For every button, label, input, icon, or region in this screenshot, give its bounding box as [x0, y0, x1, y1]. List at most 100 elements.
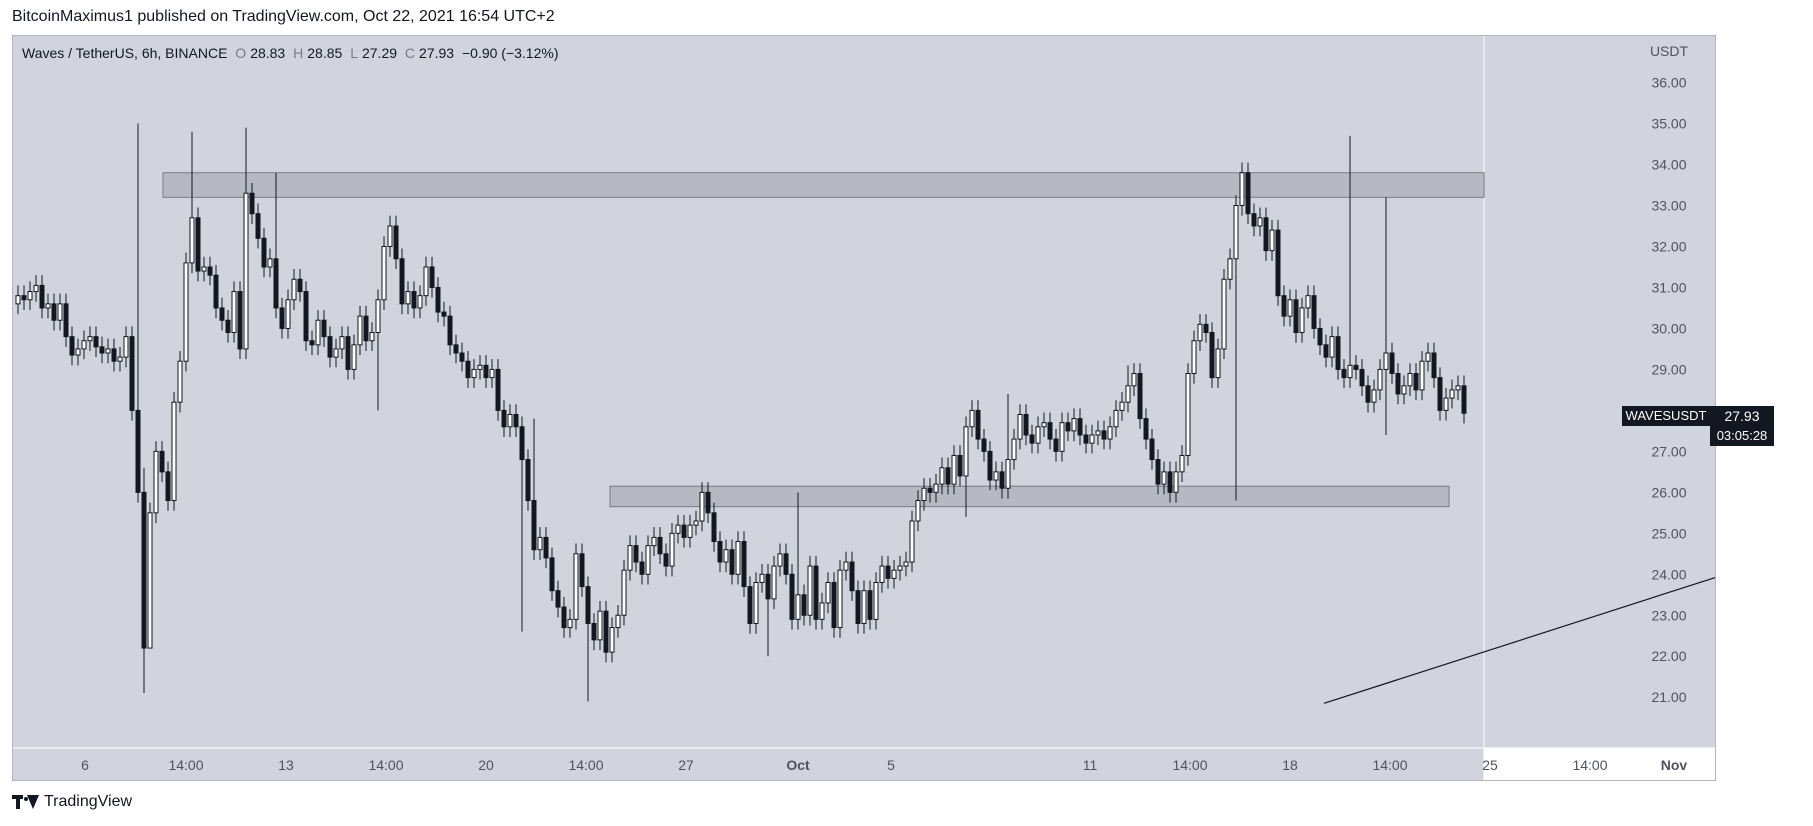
candle-body — [759, 573, 765, 583]
candle-body — [1239, 172, 1245, 207]
candle-body — [663, 553, 669, 567]
candle-body — [375, 299, 381, 334]
plot-area[interactable] — [13, 36, 1484, 748]
candle-body — [1179, 454, 1185, 473]
candle-body — [585, 586, 591, 624]
candle-body — [915, 500, 921, 522]
candle-body — [819, 602, 825, 620]
candle-body — [1329, 336, 1335, 358]
candle-body — [321, 319, 327, 338]
time-tick-label: 27 — [678, 757, 694, 773]
candle-body — [441, 311, 447, 317]
candle-body — [129, 336, 135, 411]
candle-body — [717, 541, 723, 563]
candle-body — [1011, 438, 1017, 461]
time-tick-label: 6 — [81, 757, 89, 773]
candle-body — [603, 610, 609, 653]
candle-body — [255, 213, 261, 239]
candle-body — [675, 524, 681, 534]
candle-body — [591, 622, 597, 641]
candle-body — [1437, 377, 1443, 411]
candle-body — [429, 266, 435, 288]
candle-body — [615, 614, 621, 629]
candle-body — [1077, 418, 1083, 436]
candle-body — [1335, 336, 1341, 370]
candle-body — [363, 315, 369, 342]
candle-body — [1299, 307, 1305, 334]
candle-body — [1419, 360, 1425, 391]
candle-body — [1053, 438, 1059, 452]
candle-body — [15, 295, 21, 305]
symbol-label[interactable]: Waves / TetherUS, 6h, BINANCE — [22, 45, 228, 61]
candle-body — [243, 192, 249, 350]
candle-body — [1029, 434, 1035, 444]
candle-body — [489, 368, 495, 379]
ascending-trendline[interactable] — [1323, 369, 1715, 704]
candle-body — [45, 303, 51, 309]
candle-body — [279, 307, 285, 329]
candle-body — [495, 368, 501, 411]
candle-body — [1167, 471, 1173, 493]
candle-body — [93, 336, 99, 348]
candle-body — [357, 315, 363, 346]
price-tag-countdown: 03:05:28 — [1710, 426, 1774, 446]
time-tick-label: 20 — [478, 757, 494, 773]
candle-body — [351, 344, 357, 370]
candle-body — [345, 336, 351, 370]
candle-body — [1269, 229, 1275, 252]
candle-body — [1083, 434, 1089, 444]
candle-body — [417, 295, 423, 309]
candle-body — [711, 512, 717, 543]
candle-body — [525, 459, 531, 502]
candle-body — [1377, 368, 1383, 391]
price-tick-label: 31.00 — [1651, 279, 1686, 295]
candle-body — [573, 553, 579, 620]
candle-body — [645, 545, 651, 575]
candle-body — [153, 450, 159, 514]
candle-body — [579, 553, 585, 588]
candle-body — [1017, 413, 1023, 440]
price-tick-label: 23.00 — [1651, 607, 1686, 623]
price-tag-symbol: WAVESUSDT — [1622, 406, 1710, 426]
candle-body — [339, 336, 345, 350]
candle-body — [1461, 385, 1467, 414]
candle-body — [1425, 352, 1431, 362]
last-price-tag: WAVESUSDT 27.93 03:05:28 — [1622, 406, 1794, 446]
candle-body — [945, 467, 951, 485]
candle-body — [681, 524, 687, 538]
candle-body — [1095, 430, 1101, 436]
candle-body — [39, 284, 45, 309]
candle-body — [825, 581, 831, 604]
candlestick-chart[interactable]: USDT 21.00 22.00 23.00 24.00 25.00 26.00 27.00 2… — [13, 36, 1715, 780]
chart-frame[interactable]: USDT 21.00 22.00 23.00 24.00 25.00 26.00 27.00 2… — [12, 35, 1716, 781]
candle-body — [267, 258, 273, 268]
candle-body — [33, 284, 39, 293]
time-tick-label: 25 — [1482, 757, 1498, 773]
candle-body — [657, 536, 663, 555]
candle-body — [1071, 418, 1077, 432]
candle-body — [387, 225, 393, 247]
candle-body — [1305, 295, 1311, 309]
candle-body — [1119, 401, 1125, 411]
candle-body — [1131, 373, 1137, 387]
candle-body — [849, 561, 855, 592]
tradingview-logo-icon — [12, 795, 39, 809]
candle-body — [1221, 278, 1227, 350]
candle-body — [1173, 471, 1179, 493]
candle-body — [687, 524, 693, 538]
candle-body — [621, 569, 627, 616]
candle-body — [117, 356, 123, 362]
price-axis[interactable] — [1484, 36, 1715, 748]
time-axis[interactable] — [13, 748, 1484, 780]
price-tick-label: 25.00 — [1651, 525, 1686, 541]
candle-body — [315, 319, 321, 346]
candle-body — [753, 581, 759, 624]
candle-body — [1431, 352, 1437, 379]
candle-body — [1161, 471, 1167, 485]
candle-body — [909, 520, 915, 563]
candle-body — [471, 368, 477, 379]
candle-body — [201, 266, 207, 272]
candle-body — [639, 561, 645, 575]
footer-brand[interactable]: TradingView — [12, 793, 132, 811]
candle-body — [435, 286, 441, 313]
